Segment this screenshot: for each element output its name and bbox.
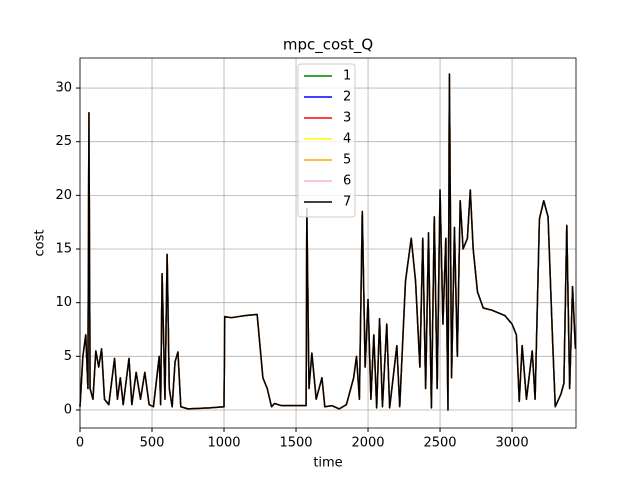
legend-label: 4 [343,132,351,147]
x-tick-label: 1000 [207,436,240,451]
series-line [79,73,577,411]
y-tick-label: 10 [55,295,72,310]
y-tick-label: 20 [55,188,72,203]
y-tick-label: 25 [55,134,72,149]
legend-label: 6 [343,174,351,189]
x-tick-label: 500 [140,436,165,451]
y-tick-label: 15 [55,242,72,257]
legend-box [297,63,356,218]
y-tick-label: 0 [64,402,72,417]
legend-label: 7 [343,195,351,210]
plot-frame [79,57,577,429]
chart-title: mpc_cost_Q [283,36,373,55]
legend-label: 1 [343,69,351,84]
y-tick-label: 30 [55,81,72,96]
x-tick-label: 2500 [423,436,456,451]
legend-label: 2 [343,90,351,105]
legend-label: 5 [343,153,351,168]
x-axis-label: time [313,456,342,471]
x-tick-label: 2000 [351,436,384,451]
y-tick-label: 5 [64,349,72,364]
x-tick-label: 1500 [279,436,312,451]
y-axis-label: cost [33,230,48,257]
x-tick-label: 0 [76,436,84,451]
legend-label: 3 [343,111,351,126]
x-tick-label: 3000 [496,436,529,451]
